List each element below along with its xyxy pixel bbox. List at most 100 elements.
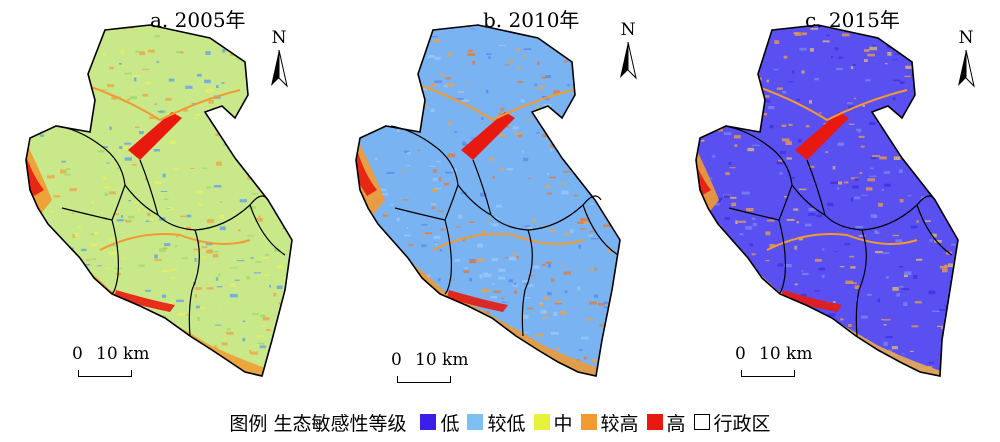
- texture-speck: [904, 75, 911, 78]
- texture-speck: [45, 342, 50, 346]
- texture-speck: [383, 55, 387, 57]
- texture-speck: [901, 353, 905, 355]
- texture-speck: [855, 226, 863, 228]
- texture-speck: [759, 315, 768, 320]
- texture-speck: [633, 303, 637, 307]
- texture-speck: [840, 318, 844, 321]
- texture-speck: [560, 183, 567, 185]
- texture-speck: [444, 85, 449, 88]
- texture-speck: [800, 323, 808, 327]
- texture-speck: [815, 380, 820, 382]
- texture-speck: [851, 282, 857, 284]
- texture-speck: [925, 80, 932, 83]
- texture-speck: [154, 103, 157, 105]
- texture-speck: [439, 249, 443, 252]
- texture-speck: [593, 173, 596, 175]
- texture-speck: [258, 215, 261, 218]
- texture-speck: [821, 342, 829, 344]
- texture-speck: [870, 167, 874, 169]
- texture-speck: [297, 180, 302, 184]
- texture-speck: [607, 249, 614, 253]
- study-area-outline: [355, 24, 621, 377]
- texture-speck: [236, 260, 245, 262]
- texture-speck: [397, 337, 402, 341]
- texture-speck: [439, 177, 442, 182]
- texture-speck: [540, 309, 547, 314]
- texture-speck: [60, 169, 67, 174]
- texture-speck: [893, 156, 901, 160]
- texture-speck: [239, 199, 247, 203]
- legend-label: 高: [666, 412, 686, 435]
- texture-speck: [486, 89, 489, 94]
- texture-speck: [938, 119, 942, 122]
- admin-boundary: [111, 219, 119, 295]
- texture-speck: [235, 34, 239, 36]
- texture-speck: [506, 168, 514, 171]
- texture-speck: [589, 301, 597, 305]
- texture-speck: [887, 52, 892, 56]
- texture-speck: [728, 45, 735, 49]
- texture-speck: [175, 245, 178, 248]
- texture-speck: [255, 52, 260, 56]
- scale-bar-line: [78, 370, 132, 377]
- sensitivity-map: [25, 24, 303, 382]
- texture-speck: [703, 212, 709, 214]
- texture-speck: [523, 157, 529, 162]
- texture-speck: [911, 325, 919, 328]
- texture-speck: [380, 193, 389, 196]
- texture-speck: [161, 294, 167, 298]
- texture-speck: [34, 25, 42, 27]
- scale-label: 10 km: [415, 350, 469, 370]
- texture-speck: [422, 307, 427, 309]
- texture-speck: [39, 134, 45, 137]
- texture-speck: [550, 148, 553, 152]
- texture-speck: [134, 200, 139, 204]
- texture-speck: [749, 346, 754, 348]
- texture-speck: [288, 152, 292, 156]
- texture-speck: [909, 350, 914, 352]
- texture-speck: [760, 113, 767, 116]
- texture-speck: [291, 54, 292, 57]
- texture-speck: [585, 61, 589, 66]
- texture-speck: [801, 32, 807, 36]
- texture-speck: [487, 219, 490, 223]
- texture-speck: [931, 310, 940, 313]
- texture-speck: [278, 340, 286, 345]
- texture-speck: [601, 92, 610, 94]
- texture-speck: [864, 49, 870, 52]
- texture-speck: [883, 183, 891, 187]
- texture-speck: [295, 143, 298, 145]
- texture-speck: [289, 278, 292, 282]
- texture-speck: [752, 217, 756, 220]
- texture-speck: [152, 366, 156, 369]
- texture-speck: [948, 263, 955, 268]
- texture-speck: [28, 51, 31, 53]
- texture-speck: [785, 299, 792, 304]
- texture-speck: [883, 324, 887, 326]
- texture-speck: [535, 88, 544, 90]
- north-label: N: [271, 28, 287, 48]
- texture-speck: [899, 199, 904, 203]
- texture-speck: [892, 59, 898, 61]
- legend: 图例 生态敏感性等级 低 较低 中 较高 高 行政区: [0, 406, 1000, 438]
- texture-speck: [446, 83, 455, 87]
- texture-speck: [467, 49, 473, 52]
- texture-speck: [121, 215, 124, 218]
- texture-speck: [29, 84, 36, 88]
- texture-speck: [142, 68, 149, 70]
- texture-speck: [823, 377, 829, 381]
- texture-speck: [430, 203, 437, 206]
- texture-speck: [507, 60, 514, 63]
- texture-speck: [766, 219, 775, 222]
- texture-speck: [762, 289, 766, 291]
- texture-speck: [577, 221, 584, 224]
- texture-speck: [764, 377, 767, 380]
- texture-speck: [404, 60, 412, 63]
- admin-boundary: [791, 184, 826, 216]
- texture-speck: [579, 228, 586, 230]
- texture-speck: [894, 53, 903, 55]
- texture-speck: [300, 380, 303, 382]
- texture-speck: [454, 131, 458, 134]
- texture-speck: [830, 181, 838, 184]
- texture-speck: [629, 357, 635, 359]
